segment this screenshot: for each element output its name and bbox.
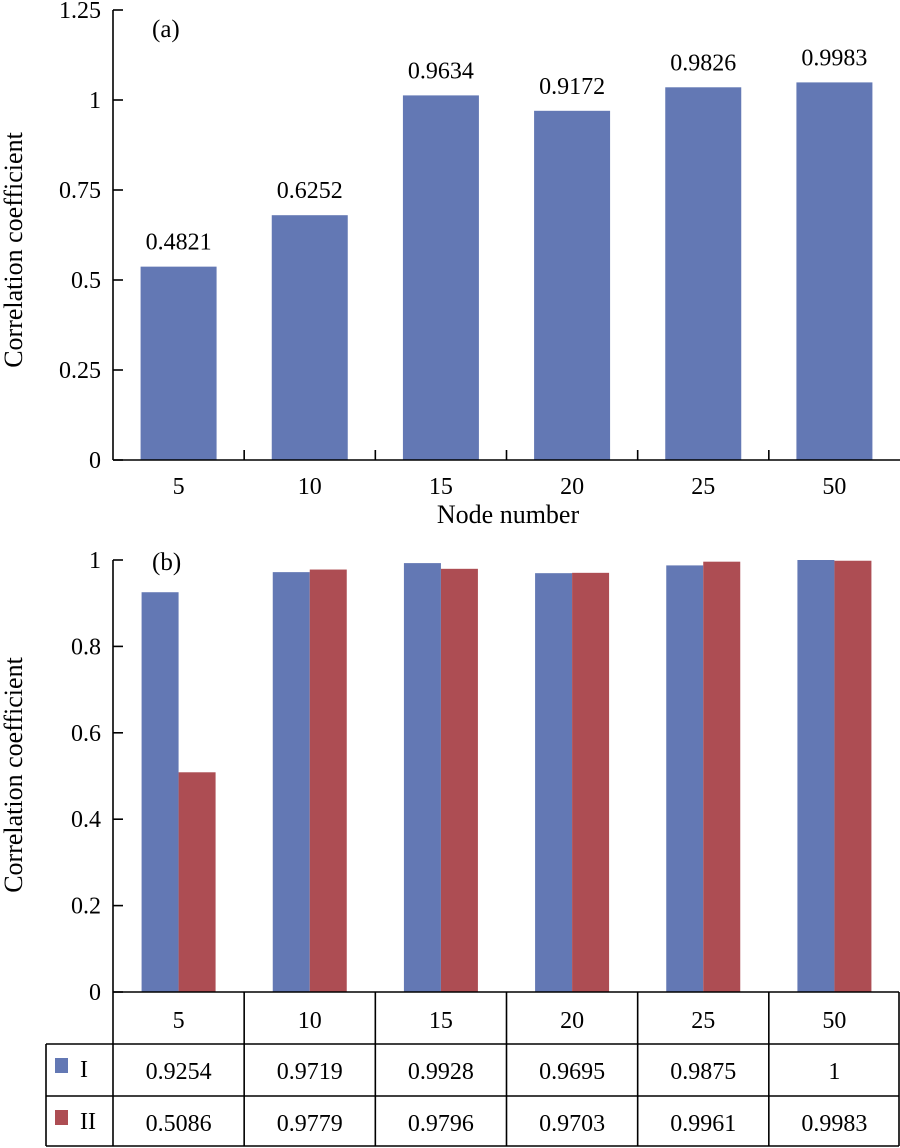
chart-b-y-ticks: 0 0.2 0.4 0.6 0.8 1 [71, 548, 123, 1006]
chart-b-y-axis-title: Correlation coefficient [0, 656, 28, 892]
chart-a-y-tick-label: 1 [89, 88, 101, 114]
chart-b-y-tick-label: 0.4 [71, 807, 101, 833]
chart-b-bar-series-II [703, 561, 741, 992]
data-table-grid [45, 991, 900, 1147]
chart-a-x-tick-label: 5 [173, 474, 185, 500]
chart-a: 0 0.25 0.5 0.75 1 1.25 0.4821 0.6252 0.9634 0.91… [0, 0, 900, 529]
chart-a-x-tick-label: 20 [560, 474, 584, 500]
chart-b-y-tick-label: 0.8 [71, 634, 101, 660]
chart-b-panel-label: (b) [152, 549, 181, 576]
table-cell-value: 0.9254 [146, 1059, 212, 1085]
chart-a-x-ticks: 5 10 15 20 25 50 [173, 450, 846, 500]
table-cell-value: 0.9719 [277, 1059, 343, 1085]
table-category-label: 25 [691, 1008, 715, 1034]
table-category-label: 5 [173, 1008, 185, 1034]
chart-b-bar-series-I [272, 572, 310, 992]
table-cell-value: 0.5086 [146, 1111, 212, 1137]
table-cell-value: 0.9695 [539, 1059, 605, 1085]
chart-a-bars [140, 82, 873, 461]
table-category-label: 15 [429, 1008, 453, 1034]
chart-a-y-tick-label: 0.25 [59, 358, 101, 384]
table-category-label: 20 [560, 1008, 584, 1034]
chart-a-bar [271, 215, 348, 460]
legend-swatch-series-II [55, 1110, 68, 1125]
chart-a-data-label: 0.9826 [670, 50, 736, 76]
chart-a-data-label: 0.9983 [801, 45, 867, 71]
chart-a-data-label: 0.9634 [408, 58, 474, 84]
table-cell-value: 0.9796 [408, 1111, 474, 1137]
legend-swatch-series-I [55, 1058, 68, 1073]
table-category-label: 10 [298, 1008, 322, 1034]
chart-a-panel-label: (a) [152, 16, 180, 43]
chart-a-y-axis-title: Correlation coefficient [0, 131, 28, 367]
table-cell-value: 0.9983 [801, 1111, 867, 1137]
table-cell-value: 0.9961 [670, 1111, 736, 1137]
chart-a-y-tick-label: 0.5 [71, 268, 101, 294]
chart-b-bar-series-II [178, 772, 216, 992]
chart-b-bar-series-I [403, 563, 441, 992]
chart-b-bar-series-I [666, 565, 704, 992]
chart-a-bar [402, 95, 479, 460]
chart-a-y-tick-label: 0.75 [59, 178, 101, 204]
chart-b: 0 0.2 0.4 0.6 0.8 1 (b) Correlation coefficie… [0, 548, 900, 1147]
chart-a-x-tick-label: 10 [298, 474, 322, 500]
chart-b-y-tick-label: 0.2 [71, 894, 101, 920]
chart-a-y-tick-label: 1.25 [59, 0, 101, 24]
chart-b-bar-series-II [572, 572, 610, 992]
data-table-header-row: 5 10 15 20 25 50 [173, 1008, 847, 1034]
chart-b-y-tick-label: 0 [89, 980, 101, 1006]
legend-label-series-II: II [80, 1109, 96, 1135]
chart-b-bar-series-I [797, 560, 835, 992]
table-cell-value: 0.9779 [277, 1111, 343, 1137]
table-category-label: 50 [822, 1008, 846, 1034]
chart-b-bar-series-I [535, 573, 573, 992]
chart-b-bar-series-II [309, 569, 347, 992]
chart-a-x-axis-title: Node number [437, 500, 580, 529]
chart-b-y-tick-label: 1 [89, 548, 101, 574]
table-cell-value: 1 [828, 1059, 840, 1085]
chart-a-bar [796, 82, 873, 461]
table-cell-value: 0.9875 [670, 1059, 736, 1085]
chart-b-bar-series-I [141, 592, 179, 992]
chart-a-data-label: 0.9172 [539, 74, 605, 100]
table-cell-value: 0.9928 [408, 1059, 474, 1085]
chart-a-x-tick-label: 15 [429, 474, 453, 500]
chart-a-x-tick-label: 25 [691, 474, 715, 500]
legend-label-series-I: I [80, 1057, 88, 1083]
chart-a-y-ticks: 0 0.25 0.5 0.75 1 1.25 [59, 0, 123, 474]
table-cell-value: 0.9703 [539, 1111, 605, 1137]
chart-b-bar-series-II [440, 568, 478, 992]
chart-a-data-label: 0.6252 [277, 178, 343, 204]
chart-b-bars [141, 560, 872, 992]
chart-a-bar [534, 110, 611, 461]
chart-a-bar [665, 87, 742, 461]
chart-a-data-labels: 0.4821 0.6252 0.9634 0.9172 0.9826 0.9983 [146, 45, 868, 255]
chart-b-y-tick-label: 0.6 [71, 721, 101, 747]
chart-a-data-label: 0.4821 [146, 230, 212, 256]
data-table-body: I 0.9254 0.9719 0.9928 0.9695 0.9875 1 II 0.5086… [55, 1057, 867, 1137]
chart-b-data-table: 5 10 15 20 25 50 I 0.9254 0.9719 0.9928 0.9695 0.9… [45, 991, 900, 1147]
chart-a-y-tick-label: 0 [89, 448, 101, 474]
chart-b-bar-series-II [834, 560, 872, 992]
chart-a-x-tick-label: 50 [822, 474, 846, 500]
chart-a-bar [140, 266, 217, 460]
